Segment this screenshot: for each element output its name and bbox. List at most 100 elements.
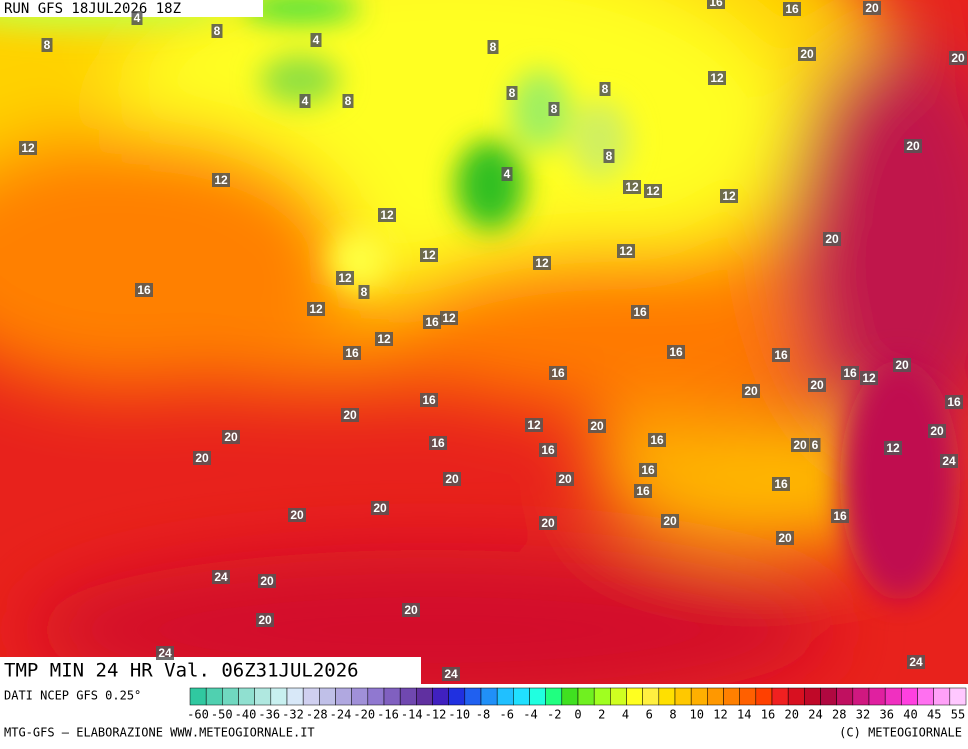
colorbar-swatch [238,687,255,706]
colorbar-label: 14 [737,708,751,722]
label-box [212,570,230,584]
temp-label: 16 [541,443,555,457]
temp-label: 20 [865,1,879,15]
colorbar-swatch [319,687,336,706]
temp-label: 16 [422,393,436,407]
colorbar-label: 16 [761,708,775,722]
colorbar-swatch [254,687,272,706]
colorbar: -60 -50 -40 -36 -32 -28 -24 -20 -16 -14 -12 -10 -8 -6… [187,687,967,722]
label-box [808,378,826,392]
colorbar-swatch [399,687,417,706]
temp-label: 12 [422,248,436,262]
label-box [776,531,794,545]
temp-label: 16 [137,283,151,297]
temp-label: 20 [663,514,677,528]
label-box [442,667,460,681]
colorbar-swatch [674,687,692,706]
temperature-map [0,0,968,684]
temp-label: 20 [343,408,357,422]
colorbar-swatch [383,687,401,706]
label-box [831,509,849,523]
colorbar-swatch [739,687,757,706]
colorbar-swatch [658,687,676,706]
colorbar-swatch [529,687,546,706]
label-box [791,438,809,452]
temp-label: 12 [619,244,633,258]
colorbar-label: -32 [282,708,304,722]
label-box [135,283,153,297]
temp-label: 12 [214,173,228,187]
temp-label: 20 [260,574,274,588]
label-box [211,24,223,38]
temp-label: 8 [361,285,368,299]
colorbar-label: -28 [306,708,328,722]
label-box [708,71,726,85]
colorbar-swatch [804,687,821,706]
colorbar-label: -8 [476,708,490,722]
colorbar-swatch [286,687,304,706]
label-box [623,180,641,194]
temp-label: 24 [158,646,172,660]
colorbar-swatch [351,687,369,706]
label-box [904,139,922,153]
temp-label: 20 [590,419,604,433]
temp-label: 20 [930,424,944,438]
label-box [375,332,393,346]
temp-label: 24 [942,454,956,468]
temp-label: 12 [722,189,736,203]
label-box [256,613,274,627]
colorbar-label: -40 [235,708,257,722]
label-box [343,346,361,360]
label-box [798,47,816,61]
temp-label: 16 [947,395,961,409]
label-box [423,315,441,329]
label-box [945,395,963,409]
temp-label: 12 [886,441,900,455]
label-box [420,393,438,407]
label-box [258,574,276,588]
colorbar-label: -2 [547,708,561,722]
colorbar-swatch [335,687,352,706]
label-box [860,371,878,385]
label-box [288,508,306,522]
colorbar-label: -14 [401,708,423,722]
temp-label: 8 [551,102,558,116]
temp-label: 16 [636,484,650,498]
colorbar-label: 4 [622,708,629,722]
temp-label: 16 [641,463,655,477]
colorbar-swatch [513,687,530,706]
colorbar-swatch [884,687,902,706]
colorbar-swatch [755,687,773,706]
temp-label: 16 [633,305,647,319]
label-box [429,436,447,450]
temp-label: 16 [774,477,788,491]
colorbar-swatch [432,687,449,706]
temp-label: 16 [669,345,683,359]
colorbar-swatch [949,687,967,706]
copyright-label: (C) METEOGIORNALE [839,726,962,740]
temp-label: 24 [444,667,458,681]
label-box [884,441,902,455]
label-box [949,51,967,65]
temp-label: 24 [214,570,228,584]
colorbar-label: 45 [927,708,941,722]
temp-label: 20 [810,378,824,392]
label-box [772,477,790,491]
label-box [443,472,461,486]
temp-label: 4 [134,11,141,25]
colorbar-swatch [707,687,724,706]
label-box [617,244,635,258]
temp-label: 12 [625,180,639,194]
label-box [809,438,821,452]
temp-label: 20 [906,139,920,153]
label-box [402,603,420,617]
temp-label: 12 [527,418,541,432]
temp-label: 12 [377,332,391,346]
label-box [603,149,615,163]
label-box [156,646,174,660]
colorbar-swatch [626,687,643,706]
colorbar-label: 10 [690,708,704,722]
temp-label: 20 [951,51,965,65]
run-label: RUN GFS 18JUL2026 18Z [4,1,181,17]
